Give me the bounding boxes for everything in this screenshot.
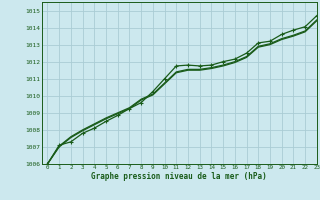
X-axis label: Graphe pression niveau de la mer (hPa): Graphe pression niveau de la mer (hPa) (91, 172, 267, 181)
